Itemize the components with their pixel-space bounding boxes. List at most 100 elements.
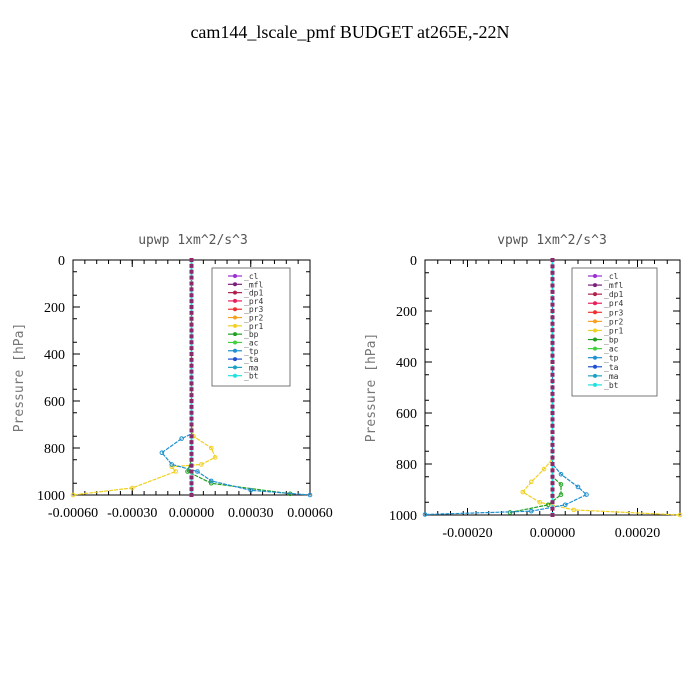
zero-line-marker xyxy=(550,372,555,377)
legend-label: _tp xyxy=(244,347,259,356)
series-point xyxy=(195,469,200,474)
zero-line-marker xyxy=(189,310,194,315)
legend-label: _bp xyxy=(244,330,259,339)
zero-line-marker xyxy=(550,449,555,454)
legend-label: _pr4 xyxy=(244,297,263,306)
zero-line-marker xyxy=(550,468,555,473)
series-point xyxy=(584,492,589,497)
legend-marker xyxy=(593,301,597,306)
zero-line-marker xyxy=(550,487,555,492)
series-point xyxy=(179,436,184,441)
zero-line-marker xyxy=(189,463,194,468)
zero-line-marker xyxy=(189,328,194,333)
zero-line-marker xyxy=(189,422,194,427)
zero-line-marker xyxy=(189,293,194,298)
legend-marker xyxy=(233,282,237,287)
zero-line-marker xyxy=(550,321,555,326)
zero-line-marker xyxy=(189,381,194,386)
series-point xyxy=(558,492,564,497)
zero-line-marker xyxy=(550,296,555,301)
legend-marker xyxy=(593,274,597,278)
legend-label: _pr4 xyxy=(604,299,623,308)
series-point xyxy=(520,489,526,495)
series-point xyxy=(199,462,204,467)
zero-line-marker xyxy=(189,428,194,433)
zero-line-marker xyxy=(550,430,555,435)
legend-marker xyxy=(233,348,237,353)
series-point xyxy=(571,507,577,513)
x-tick-label: 0.00000 xyxy=(169,506,215,521)
legend-marker xyxy=(593,373,597,378)
y-tick-label: 0 xyxy=(410,254,417,269)
x-tick-label: -0.00060 xyxy=(48,506,98,521)
series-line-pr1 xyxy=(521,260,681,516)
legend-marker xyxy=(233,307,237,312)
legend-box xyxy=(571,267,658,397)
x-tick-label: 0.00060 xyxy=(287,506,333,521)
legend-label: _cl xyxy=(244,272,259,281)
legend-label: _dp1 xyxy=(604,290,623,299)
series-point xyxy=(208,445,214,451)
zero-line-marker xyxy=(550,513,555,517)
zero-line-marker xyxy=(189,269,194,274)
legend-marker xyxy=(233,298,237,303)
series-point xyxy=(558,471,564,477)
zero-line-marker xyxy=(189,399,194,403)
series-point xyxy=(541,466,547,472)
zero-line-marker xyxy=(189,258,194,262)
y-tick-label: 600 xyxy=(396,407,417,422)
zero-line-marker xyxy=(189,316,194,321)
series-point xyxy=(422,512,428,517)
zero-line-marker xyxy=(550,493,555,498)
series-point xyxy=(562,502,568,508)
zero-line-marker xyxy=(189,446,194,450)
x-tick-label: -0.00020 xyxy=(442,526,492,541)
zero-line-marker xyxy=(550,315,555,320)
legend-marker xyxy=(233,340,237,345)
legend-marker xyxy=(233,274,237,278)
legend-label: _pr1 xyxy=(604,326,623,335)
legend-marker xyxy=(233,332,237,337)
legend-marker xyxy=(233,323,237,328)
series-line-tp xyxy=(161,260,311,496)
zero-line-marker xyxy=(189,487,194,492)
zero-line-marker xyxy=(189,369,194,374)
zero-line-marker xyxy=(550,398,555,403)
zero-line-marker xyxy=(550,379,555,384)
zero-line-marker xyxy=(550,417,555,422)
zero-line-marker xyxy=(550,462,555,466)
y-tick-label: 600 xyxy=(44,395,65,410)
legend-marker xyxy=(593,328,597,333)
legend-label: _bp xyxy=(604,336,619,345)
zero-line-marker xyxy=(550,328,555,333)
y-tick-label: 400 xyxy=(396,356,417,371)
zero-line-marker xyxy=(550,258,555,262)
y-axis-label: Pressure [hPa] xyxy=(12,323,27,433)
zero-line-marker xyxy=(550,481,555,486)
zero-line-marker xyxy=(550,347,555,352)
zero-line-marker xyxy=(189,305,194,309)
y-tick-label: 800 xyxy=(44,442,65,457)
series-point xyxy=(208,478,214,484)
series-point xyxy=(545,502,551,508)
legend-label: _pr1 xyxy=(244,322,263,331)
y-tick-label: 200 xyxy=(44,301,65,316)
zero-line-marker xyxy=(550,391,555,396)
series-point xyxy=(169,464,175,470)
zero-line-marker xyxy=(189,434,194,439)
series-point xyxy=(212,455,218,460)
zero-line-marker xyxy=(550,506,555,511)
zero-line-marker xyxy=(550,360,555,364)
legend-marker xyxy=(593,364,597,369)
series-point xyxy=(129,485,135,491)
zero-line-marker xyxy=(550,404,555,409)
zero-line-marker xyxy=(189,404,194,409)
zero-line-marker xyxy=(550,309,555,313)
zero-line-marker xyxy=(550,283,555,288)
zero-line-marker xyxy=(550,423,555,428)
series-point xyxy=(159,450,165,456)
zero-line-marker xyxy=(189,481,194,486)
legend-label: _mfl xyxy=(244,280,263,289)
legend-label: _pr2 xyxy=(604,317,623,326)
legend-marker xyxy=(233,357,237,362)
